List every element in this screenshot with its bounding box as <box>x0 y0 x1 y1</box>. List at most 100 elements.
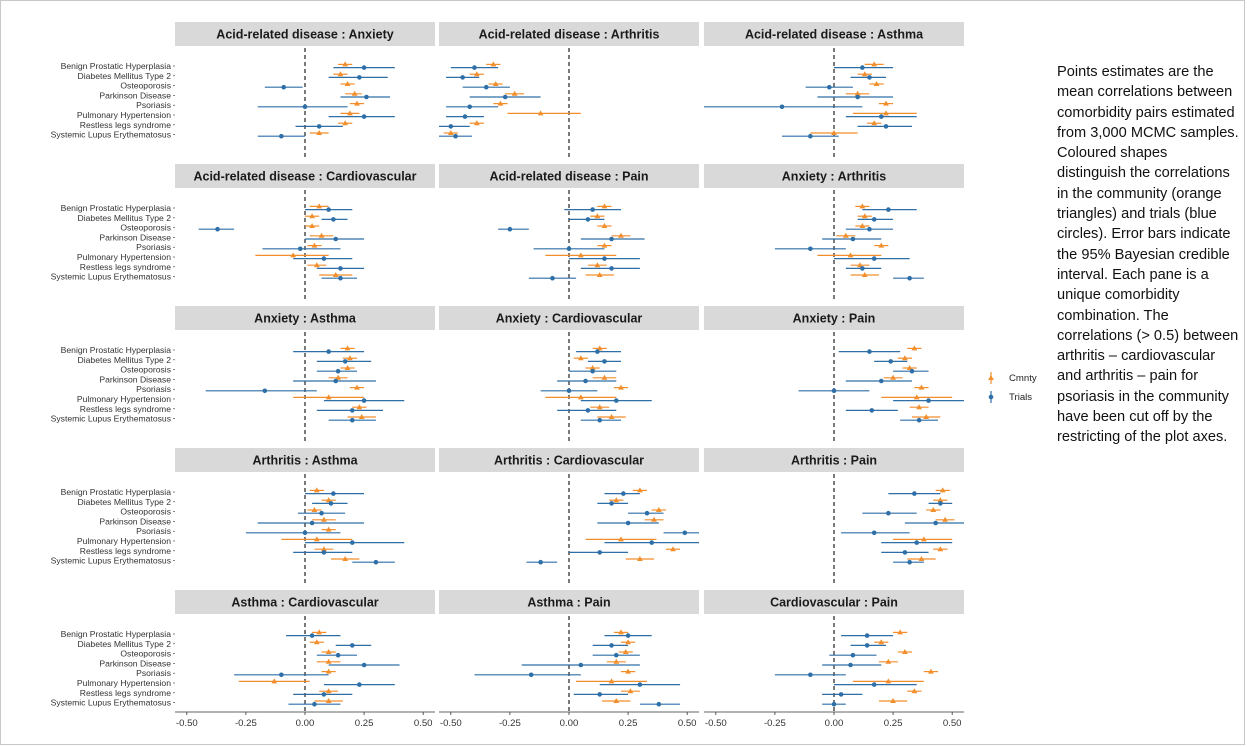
cmnty-point <box>589 365 596 370</box>
cmnty-point <box>492 81 499 86</box>
panel-6: Anxiety : Arthritis <box>704 164 964 302</box>
cmnty-point <box>613 658 620 664</box>
legend-trials-label: Trials <box>1009 392 1032 403</box>
cmnty-point <box>873 81 880 86</box>
panel-strip <box>704 22 964 46</box>
trials-point <box>319 510 324 516</box>
trials-point <box>335 652 341 658</box>
cmnty-point <box>618 232 624 238</box>
trials-point <box>855 94 860 100</box>
cmnty-point <box>627 688 634 694</box>
cmnty-point <box>321 516 327 522</box>
y-tick-label: Diabetes Mellitus Type 2 <box>78 497 172 507</box>
trials-point <box>460 75 465 80</box>
x-tick-label: 0.00 <box>825 718 844 729</box>
trials-point <box>864 633 870 638</box>
y-tick-label: Benign Prostatic Hyperplasia <box>61 487 172 497</box>
x-tick-label: -0.50 <box>705 718 727 729</box>
y-tick-label: Osteoporosis <box>120 81 171 91</box>
panel-strip <box>175 448 435 472</box>
y-tick-label: Osteoporosis <box>120 649 171 659</box>
y-tick-label: Diabetes Mellitus Type 2 <box>78 639 172 649</box>
panel-title: Cardiovascular : Pain <box>770 596 898 610</box>
y-tick-label: Pulmonary Hypertension <box>77 110 171 120</box>
trials-point <box>338 266 343 271</box>
panel-7: Anxiety : Asthma Benign Prostatic Hyperpl… <box>51 306 435 444</box>
cmnty-point <box>655 507 662 512</box>
cmnty-point <box>897 629 904 635</box>
panel-strip <box>175 22 435 46</box>
cmnty-point <box>601 374 608 380</box>
y-tick-label: Parkinson Disease <box>99 374 171 384</box>
y-tick-label: Systemic Lupus Erythematosus <box>51 556 171 566</box>
trials-point <box>279 133 284 139</box>
cmnty-point <box>594 262 601 268</box>
legend: Cmnty Trials <box>988 372 1037 403</box>
trials-point <box>349 540 355 545</box>
panel-title: Asthma : Pain <box>527 596 610 610</box>
trials-point <box>361 65 367 70</box>
legend-cmnty-label: Cmnty <box>1009 373 1037 384</box>
trials-point <box>590 207 595 212</box>
cmnty-point <box>313 639 320 645</box>
trials-point <box>886 510 891 516</box>
cmnty-point <box>878 639 885 645</box>
cmnty-point <box>857 262 863 268</box>
trials-point <box>578 662 584 668</box>
y-tick-label: Diabetes Mellitus Type 2 <box>78 71 172 81</box>
cmnty-point <box>618 536 624 542</box>
trials-point <box>850 652 856 658</box>
trials-point <box>871 256 877 261</box>
cmnty-point <box>861 213 868 219</box>
cmnty-point <box>354 100 360 106</box>
panel-strip <box>175 306 435 330</box>
y-tick-label: Systemic Lupus Erythematosus <box>51 414 171 424</box>
cmnty-point <box>325 497 332 503</box>
x-tick-label: -0.50 <box>440 718 462 729</box>
trials-point <box>321 692 327 697</box>
trials-point <box>467 104 473 110</box>
cmnty-point <box>847 252 854 258</box>
panel-title: Acid-related disease : Anxiety <box>216 28 393 42</box>
cmnty-point <box>342 556 349 561</box>
trials-point <box>644 510 650 516</box>
cmnty-point <box>594 213 601 219</box>
trials-point <box>649 540 655 545</box>
y-tick-label: Systemic Lupus Erythematosus <box>51 130 171 140</box>
y-tick-label: Parkinson Disease <box>99 516 171 526</box>
cmnty-point <box>878 242 885 248</box>
x-tick-label: -0.25 <box>499 718 521 729</box>
trials-point <box>472 65 477 70</box>
y-tick-label: Restless legs syndrome <box>80 404 171 414</box>
trials-point <box>831 701 837 707</box>
trials-point <box>878 378 884 384</box>
cmnty-point <box>318 232 325 238</box>
y-tick-label: Osteoporosis <box>120 223 171 233</box>
trials-point <box>886 207 891 212</box>
cmnty-point <box>577 394 584 400</box>
cmnty-point <box>309 223 315 228</box>
y-tick-label: Benign Prostatic Hyperplasia <box>61 345 172 355</box>
cmnty-point <box>601 223 608 228</box>
trials-point <box>297 246 303 252</box>
trials-point <box>625 633 631 638</box>
cmnty-point <box>335 374 341 380</box>
y-tick-label: Pulmonary Hypertension <box>77 252 171 262</box>
x-tick-label: 0.50 <box>678 718 697 729</box>
panel-title: Arthritis : Asthma <box>252 454 358 468</box>
trials-point <box>613 398 619 403</box>
figure-caption: Points estimates are the mean correlatio… <box>1057 64 1239 446</box>
cmnty-point <box>842 232 849 238</box>
cmnty-point <box>325 658 332 664</box>
trials-point <box>848 662 853 668</box>
trials-point <box>448 124 454 129</box>
cmnty-point <box>325 668 332 674</box>
panel-strip <box>704 590 964 614</box>
panel-5: Acid-related disease : Pain <box>439 164 699 302</box>
trials-point <box>585 408 591 413</box>
y-tick-label: Psoriasis <box>136 384 171 394</box>
panel-strip <box>439 448 699 472</box>
trials-point <box>483 84 489 90</box>
trials-point <box>357 75 362 80</box>
y-tick-label: Parkinson Disease <box>99 658 171 668</box>
